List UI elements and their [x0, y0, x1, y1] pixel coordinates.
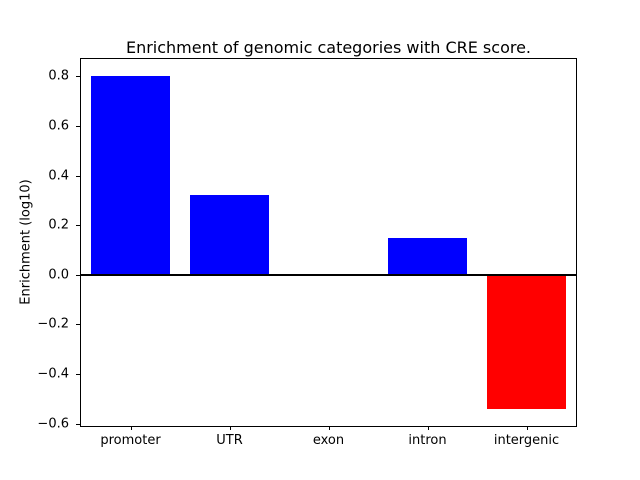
y-tick-label: 0.6: [48, 118, 69, 134]
x-tick-mark-intergenic: [526, 426, 528, 430]
bar-UTR: [189, 195, 270, 275]
bar-intergenic: [486, 274, 567, 409]
x-tick-label-intergenic: intergenic: [493, 433, 560, 448]
y-tick-mark: [76, 274, 81, 276]
x-tick-label-intron: intron: [408, 433, 447, 448]
x-tick-label-UTR: UTR: [216, 433, 243, 448]
y-tick-mark: [76, 324, 81, 326]
x-tick-mark-UTR: [229, 426, 231, 430]
x-tick-label-exon: exon: [312, 433, 345, 448]
bar-intron: [387, 237, 468, 275]
plot-area: promoter UTR exon intron intergenic 0.8 0.6 0.4…: [37, 58, 577, 447]
y-tick-mark: [76, 225, 81, 227]
x-tick-mark-intron: [427, 426, 429, 430]
y-tick-label: 0.0: [48, 267, 69, 283]
x-tick-mark-promoter: [130, 426, 132, 430]
y-tick-mark: [76, 373, 81, 375]
y-tick-mark: [76, 125, 81, 127]
x-tick-mark-exon: [328, 426, 330, 430]
y-tick-mark: [76, 423, 81, 425]
y-tick-label: 0.8: [48, 68, 69, 84]
y-tick-label: 0.4: [48, 168, 69, 184]
y-tick-label: −0.4: [37, 366, 69, 382]
y-tick-label: −0.6: [37, 416, 69, 432]
zero-line: [81, 273, 576, 276]
y-axis-label: Enrichment (log10): [18, 179, 34, 305]
y-tick-mark: [76, 175, 81, 177]
x-tick-label-promoter: promoter: [100, 433, 161, 448]
chart-title: Enrichment of genomic categories with CR…: [125, 38, 532, 57]
y-tick-mark: [76, 76, 81, 78]
bar-promoter: [90, 76, 171, 275]
y-tick-label: 0.2: [48, 217, 69, 233]
y-tick-label: −0.2: [37, 316, 69, 332]
